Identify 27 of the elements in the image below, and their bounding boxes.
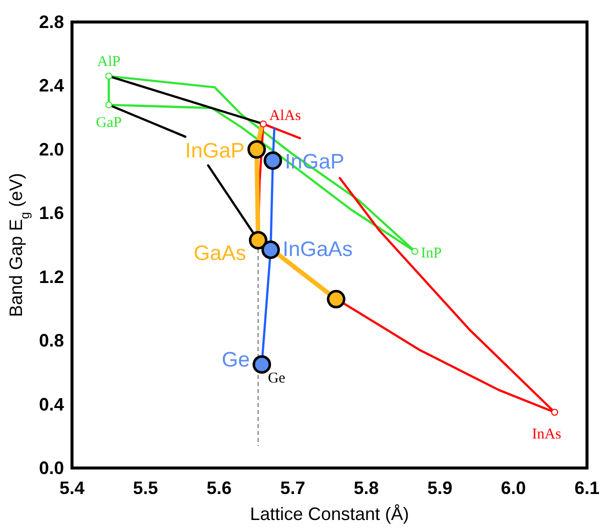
x-tick-label: 5.7 bbox=[280, 478, 306, 498]
y-tick-label: 2.8 bbox=[38, 12, 64, 32]
y-tick-label: 0.0 bbox=[38, 458, 64, 478]
series-label: InGaP bbox=[185, 139, 245, 162]
x-axis-title: Lattice Constant (Å) bbox=[250, 504, 410, 524]
x-tick-label: 5.6 bbox=[206, 478, 232, 498]
series-label: InAs bbox=[532, 426, 562, 442]
x-tick-label: 5.9 bbox=[427, 478, 452, 498]
series-label: GaP bbox=[96, 114, 122, 131]
y-tick-label: 2.0 bbox=[38, 139, 64, 160]
series-label: Ge bbox=[222, 348, 250, 372]
x-tick-label: 5.8 bbox=[354, 478, 379, 498]
y-tick-label: 0.4 bbox=[38, 394, 64, 414]
y-tick-label: 2.4 bbox=[38, 76, 64, 96]
series-label: AlAs bbox=[269, 108, 302, 124]
series-label: AlP bbox=[97, 54, 120, 70]
y-tick-label: 1.6 bbox=[38, 203, 64, 224]
series-label: GaAs bbox=[194, 242, 246, 266]
annotation: Ge bbox=[268, 370, 286, 386]
series-label: InGaAs bbox=[282, 238, 353, 261]
x-tick-label: 5.4 bbox=[59, 478, 85, 498]
series-label: InP bbox=[420, 245, 442, 262]
x-tick-label: 5.5 bbox=[133, 478, 158, 498]
x-tick-label: 6.1 bbox=[574, 478, 600, 498]
y-tick-label: 1.2 bbox=[38, 266, 64, 287]
x-tick-label: 6.0 bbox=[500, 478, 526, 498]
y-tick-label: 0.8 bbox=[38, 330, 64, 351]
